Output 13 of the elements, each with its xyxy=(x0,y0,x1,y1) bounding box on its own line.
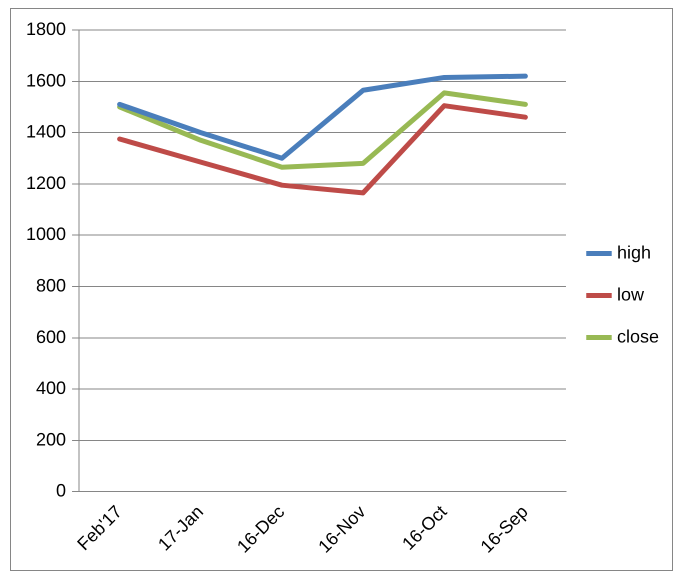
legend-label: high xyxy=(616,242,652,262)
y-tick-label: 0 xyxy=(56,480,66,501)
y-tick-label: 600 xyxy=(36,326,66,347)
y-tick-label: 200 xyxy=(36,429,66,450)
y-tick-label: 1600 xyxy=(26,70,66,90)
legend-label: close xyxy=(616,326,660,346)
y-tick-label: 800 xyxy=(36,275,66,296)
y-tick-label: 1800 xyxy=(26,18,66,39)
legend-label: low xyxy=(616,284,645,304)
y-tick-label: 1000 xyxy=(26,224,66,244)
y-tick-label: 400 xyxy=(36,378,66,398)
y-tick-label: 1200 xyxy=(26,172,66,193)
y-tick-label: 1400 xyxy=(26,122,66,142)
